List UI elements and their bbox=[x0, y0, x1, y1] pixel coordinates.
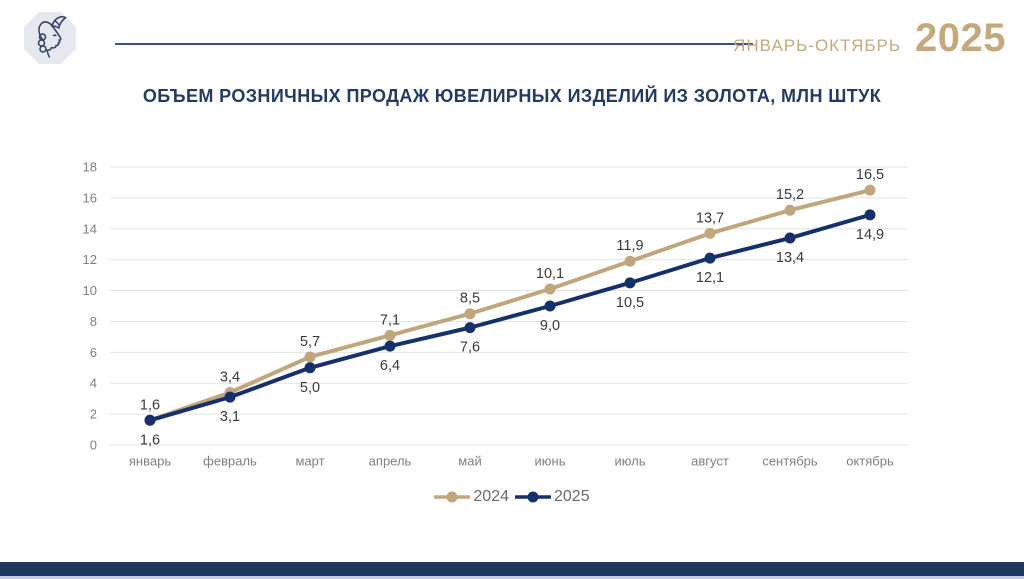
data-point-2024 bbox=[384, 329, 396, 341]
y-tick-label: 18 bbox=[83, 160, 97, 175]
footer-edge-strip bbox=[0, 576, 1024, 579]
legend-item-2025: 2025 bbox=[515, 488, 590, 506]
data-label-2025: 3,1 bbox=[220, 409, 240, 425]
data-label-2024: 11,9 bbox=[616, 238, 643, 254]
data-point-2025 bbox=[384, 340, 396, 352]
data-point-2025 bbox=[864, 209, 876, 221]
chart-title: ОБЪЕМ РОЗНИЧНЫХ ПРОДАЖ ЮВЕЛИРНЫХ ИЗДЕЛИЙ… bbox=[142, 86, 882, 106]
data-point-2024 bbox=[784, 204, 796, 216]
woman-profile-drawing bbox=[37, 16, 67, 58]
x-tick-label: апрель bbox=[369, 454, 412, 469]
y-tick-label: 8 bbox=[90, 314, 97, 329]
x-tick-label: июнь bbox=[535, 454, 566, 469]
y-tick-label: 6 bbox=[90, 345, 97, 360]
data-label-2024: 7,1 bbox=[380, 312, 400, 328]
woman-profile-logo-icon bbox=[24, 12, 76, 64]
legend-item-2024: 2024 bbox=[434, 488, 509, 506]
report-period: ЯНВАРЬ-ОКТЯБРЬ 2025 bbox=[733, 16, 1006, 61]
data-label-2025: 12,1 bbox=[696, 270, 724, 286]
data-label-2024: 8,5 bbox=[460, 291, 480, 307]
legend-marker-2024-icon bbox=[434, 491, 471, 503]
data-label-2025: 6,4 bbox=[380, 358, 400, 374]
data-point-2024 bbox=[864, 184, 876, 196]
legend-marker-2025-icon bbox=[515, 491, 551, 503]
data-point-2025 bbox=[304, 362, 316, 374]
data-label-2025: 14,9 bbox=[856, 227, 884, 243]
data-label-2024: 16,5 bbox=[856, 167, 884, 183]
x-tick-label: август bbox=[691, 454, 729, 469]
data-label-2025: 13,4 bbox=[776, 250, 804, 266]
period-label: ЯНВАРЬ-ОКТЯБРЬ bbox=[733, 36, 902, 55]
data-point-2025 bbox=[624, 277, 636, 289]
y-tick-label: 4 bbox=[90, 376, 97, 391]
legend-label-2025: 2025 bbox=[554, 488, 590, 505]
data-label-2024: 15,2 bbox=[776, 187, 804, 203]
x-tick-label: октябрь bbox=[846, 454, 894, 469]
data-label-2025: 10,5 bbox=[616, 295, 644, 311]
data-point-2025 bbox=[464, 322, 476, 334]
data-point-2024 bbox=[304, 351, 316, 363]
y-tick-label: 12 bbox=[83, 252, 97, 267]
data-label-2025: 7,6 bbox=[460, 340, 480, 356]
data-label-2025: 5,0 bbox=[300, 380, 320, 396]
data-label-2024: 3,4 bbox=[220, 369, 240, 385]
x-tick-label: март bbox=[295, 454, 324, 469]
data-point-2025 bbox=[704, 252, 716, 264]
y-tick-label: 10 bbox=[83, 283, 97, 298]
data-point-2025 bbox=[224, 391, 236, 403]
year-label: 2025 bbox=[915, 16, 1006, 60]
x-tick-label: февраль bbox=[203, 454, 257, 469]
series-line-2024 bbox=[148, 188, 872, 423]
data-label-2024: 5,7 bbox=[300, 334, 320, 350]
data-point-2024 bbox=[464, 308, 476, 320]
x-tick-label: май bbox=[458, 454, 481, 469]
data-label-2025: 9,0 bbox=[540, 318, 560, 334]
y-tick-label: 2 bbox=[90, 407, 97, 422]
data-label-2025: 1,6 bbox=[140, 432, 160, 448]
data-label-2024: 13,7 bbox=[696, 210, 724, 226]
data-label-2024: 10,1 bbox=[536, 266, 564, 282]
data-point-2025 bbox=[784, 232, 796, 244]
logo-octagon bbox=[24, 12, 76, 64]
data-point-2025 bbox=[544, 300, 556, 312]
data-point-2024 bbox=[624, 255, 636, 267]
y-tick-label: 0 bbox=[90, 438, 97, 453]
series-line-2025 bbox=[148, 212, 872, 423]
data-point-2024 bbox=[544, 283, 556, 295]
x-tick-label: июль bbox=[614, 454, 645, 469]
x-tick-label: январь bbox=[129, 454, 171, 469]
legend-label-2024: 2024 bbox=[473, 488, 509, 505]
footer-accent-bar bbox=[0, 562, 1024, 576]
x-tick-label: сентябрь bbox=[762, 454, 818, 469]
data-label-2024: 1,6 bbox=[140, 397, 160, 413]
data-point-2025 bbox=[144, 414, 156, 426]
data-point-2024 bbox=[704, 227, 716, 239]
chart-legend: 2024 2025 bbox=[0, 488, 1024, 506]
y-tick-label: 14 bbox=[83, 221, 97, 236]
y-tick-label: 16 bbox=[83, 190, 97, 205]
header-divider-line bbox=[115, 43, 753, 45]
